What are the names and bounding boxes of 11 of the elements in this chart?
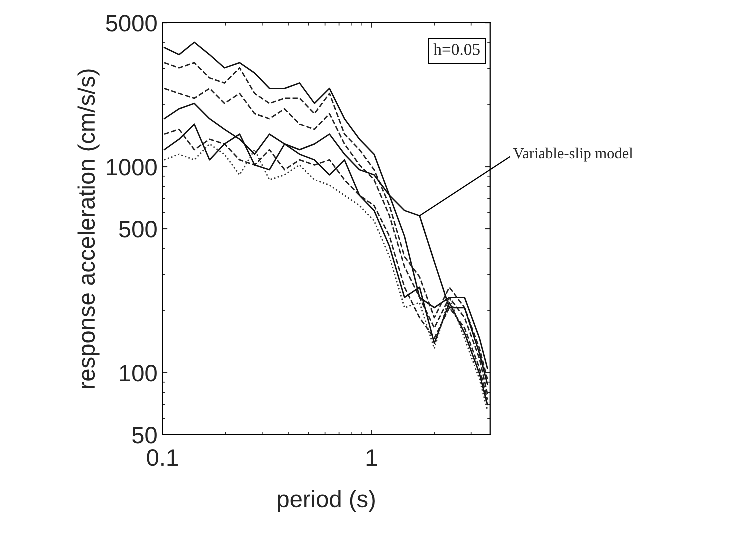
annotation: Variable-slip model: [513, 148, 634, 162]
x-axis-title: period (s): [278, 490, 375, 512]
x-tick-label: 1: [366, 450, 378, 466]
y-tick-label: 1000: [107, 159, 157, 176]
annotation: h=0.05: [434, 44, 480, 56]
y-tick-label: 100: [120, 365, 157, 382]
y-tick-label: 5000: [106, 15, 157, 32]
x-tick-label: 0.1: [147, 449, 178, 466]
y-tick-label: 500: [119, 221, 157, 238]
y-axis-title: response acceleration (cm/s/s): [78, 70, 100, 388]
y-tick-label: 50: [132, 427, 157, 444]
